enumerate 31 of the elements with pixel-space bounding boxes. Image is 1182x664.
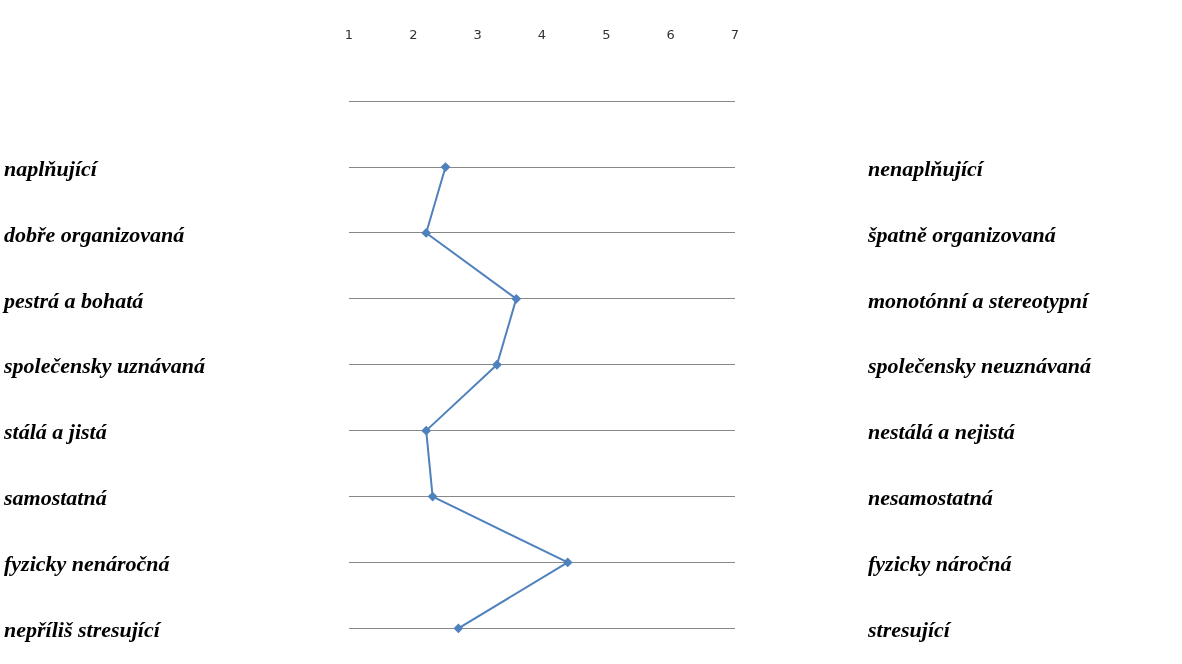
point (492, 360, 502, 370)
point (441, 162, 450, 172)
x-tick-label: 2 (409, 27, 418, 43)
y-tick-label: pestrá a bohatá (2, 287, 145, 313)
x-tick-label: 4 (537, 27, 547, 43)
x-tick-label: 1 (344, 27, 354, 43)
y-tick-label: samostatná (3, 485, 108, 511)
y2-tick-label: nenaplňující (868, 155, 985, 181)
point (428, 492, 438, 502)
y-tick-label: nepříliš stresující (4, 617, 162, 643)
y2-tick-label: monotónní a stereotypní (868, 287, 1090, 313)
point (421, 228, 431, 238)
y2-tick-label: společensky neuznávaná (867, 353, 1093, 379)
y2-tick-label: fyzicky náročná (868, 551, 1013, 577)
x-tick-label: 7 (730, 27, 740, 43)
y-tick-label: fyzicky nenáročná (4, 551, 171, 577)
y2-tick-label: špatně organizovaná (867, 221, 1057, 247)
point (563, 557, 573, 567)
y-tick-label: naplňující (4, 155, 99, 181)
y2-tick-label: nestálá a nejistá (868, 419, 1016, 445)
x-tick-label: 6 (666, 27, 675, 43)
y2-tick-label: nesamostatná (868, 485, 994, 511)
y2-tick-label: stresující (867, 617, 952, 643)
x-tick-label: 5 (602, 27, 611, 43)
point (421, 426, 431, 436)
y-tick-label: společensky uznávaná (3, 353, 207, 379)
x-tick-label: 3 (473, 27, 482, 43)
y-tick-label: dobře organizovaná (4, 221, 186, 247)
y-tick-label: stálá a jistá (3, 419, 108, 445)
point (511, 294, 521, 304)
point (453, 623, 463, 633)
